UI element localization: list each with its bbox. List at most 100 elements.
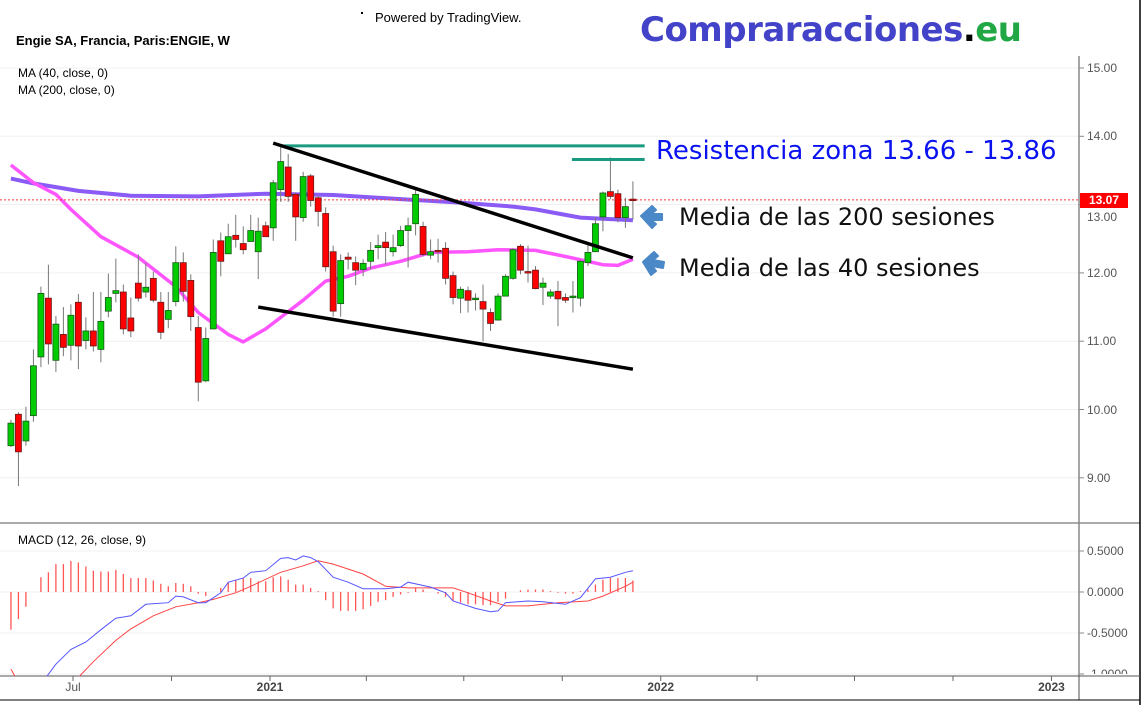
- candle: [397, 225, 405, 247]
- candle: [299, 171, 307, 222]
- candle-body: [307, 175, 315, 201]
- candle-body: [299, 176, 307, 218]
- candle-body: [292, 193, 300, 218]
- candle: [104, 273, 112, 318]
- candle: [157, 292, 165, 340]
- ma40-annotation: Media de las 40 sesiones: [679, 254, 980, 282]
- macd-tick-label: 0.5000: [1087, 544, 1124, 558]
- candle-body: [52, 323, 60, 361]
- candle-body: [187, 280, 195, 318]
- candle-body: [554, 290, 562, 300]
- candle-body: [89, 330, 97, 347]
- candle-body: [464, 290, 472, 301]
- candle-body: [322, 213, 330, 268]
- candle-body: [479, 301, 487, 310]
- candle: [37, 286, 45, 368]
- candle: [329, 245, 337, 317]
- last-price-badge: 13.07: [1080, 192, 1128, 208]
- candle: [374, 234, 382, 260]
- logo-dot: .: [962, 10, 976, 50]
- candle-body: [494, 295, 502, 321]
- candle-body: [15, 413, 22, 453]
- candle-body: [134, 282, 142, 299]
- time-tick-label: 2022: [647, 680, 675, 694]
- candle: [427, 239, 434, 260]
- arrow-left-icon: [642, 251, 665, 276]
- candle: [239, 226, 247, 255]
- candle: [352, 256, 360, 286]
- candle: [337, 254, 345, 317]
- candle: [254, 217, 262, 280]
- candle: [149, 271, 157, 303]
- candle: [187, 274, 195, 331]
- candle: [112, 258, 120, 303]
- candle: [382, 231, 390, 265]
- candle: [224, 223, 232, 255]
- price-tick-label: 14.00: [1087, 129, 1118, 144]
- candle: [262, 221, 270, 238]
- candle: [7, 419, 15, 448]
- candle-body: [569, 295, 577, 299]
- candle-body: [247, 230, 255, 242]
- candle: [59, 307, 67, 357]
- candle: [607, 157, 614, 200]
- annotation-arrows: [640, 205, 665, 276]
- candle-body: [239, 243, 247, 251]
- candle-body: [427, 251, 434, 256]
- candle-body: [104, 297, 112, 312]
- candle: [22, 406, 30, 446]
- price-tick-label: 9.00: [1087, 470, 1111, 485]
- candle: [457, 286, 464, 314]
- candle: [314, 195, 322, 227]
- candle: [232, 214, 240, 248]
- candle: [179, 252, 187, 302]
- candle-body: [224, 236, 232, 255]
- resistance-annotation: Resistencia zona 13.66 - 13.86: [656, 136, 1057, 166]
- candle: [517, 244, 524, 275]
- candle: [412, 189, 419, 236]
- candle: [277, 144, 285, 202]
- candle: [442, 242, 449, 285]
- candle-body: [629, 198, 637, 202]
- candle-body: [397, 230, 405, 246]
- price-tick-label: 15.00: [1087, 61, 1118, 75]
- candle-body: [517, 245, 524, 271]
- candle-body: [112, 290, 120, 294]
- candle: [547, 289, 554, 299]
- candle-body: [457, 288, 464, 299]
- legend-ma40: MA (40, close, 0): [18, 66, 109, 80]
- candle: [509, 248, 517, 280]
- ma200-annotation: Media de las 200 sesiones: [679, 203, 995, 231]
- candle: [562, 293, 569, 303]
- candle-body: [45, 297, 52, 345]
- candle: [142, 262, 150, 298]
- candle: [172, 246, 180, 307]
- candle-body: [277, 161, 285, 190]
- candle-body: [209, 252, 217, 330]
- candle-body: [59, 333, 67, 348]
- candle-body: [374, 245, 382, 249]
- candle: [74, 294, 82, 370]
- candle-body: [532, 269, 539, 290]
- candle: [217, 232, 225, 277]
- candle-body: [67, 314, 75, 346]
- candle: [127, 297, 135, 338]
- trend-line: [257, 305, 634, 371]
- candle-body: [82, 330, 90, 341]
- candle: [472, 293, 479, 311]
- candle: [164, 292, 172, 329]
- macd-tick-label: 0.0000: [1087, 585, 1124, 599]
- candle: [434, 238, 442, 263]
- candle: [577, 259, 584, 307]
- candle-body: [539, 282, 547, 288]
- candle: [194, 315, 202, 402]
- candle-body: [562, 297, 569, 301]
- candle: [30, 349, 37, 422]
- macd-tick-label: -0.5000: [1087, 626, 1128, 640]
- signal-line: [10, 560, 634, 676]
- candle: [502, 274, 509, 297]
- candle-body: [127, 317, 135, 332]
- candles: [7, 144, 637, 486]
- logo-tld: eu: [975, 10, 1022, 50]
